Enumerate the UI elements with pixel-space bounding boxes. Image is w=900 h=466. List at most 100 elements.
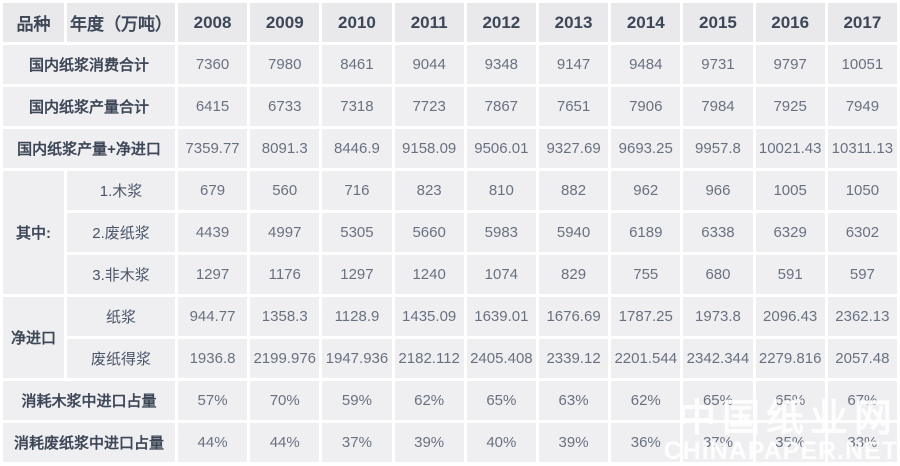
data-cell: 5305 xyxy=(322,213,392,252)
data-cell: 2342.344 xyxy=(683,339,753,378)
data-cell: 591 xyxy=(755,255,825,294)
data-cell: 1297 xyxy=(322,255,392,294)
header-year: 2013 xyxy=(538,3,609,42)
data-cell: 1787.25 xyxy=(611,297,681,336)
data-cell: 6302 xyxy=(827,213,897,252)
data-cell: 9957.8 xyxy=(683,129,753,168)
data-cell: 1358.3 xyxy=(250,297,320,336)
data-cell: 1435.09 xyxy=(394,297,464,336)
group-label: 其中: xyxy=(3,171,65,294)
data-cell: 62% xyxy=(611,381,681,420)
data-cell: 4439 xyxy=(177,213,248,252)
data-cell: 810 xyxy=(466,171,536,210)
data-cell: 755 xyxy=(611,255,681,294)
table-row: 国内纸浆消费合计 7360 7980 8461 9044 9348 9147 9484 9731… xyxy=(3,45,897,84)
data-cell: 65% xyxy=(755,381,825,420)
data-cell: 9327.69 xyxy=(538,129,609,168)
header-year: 2016 xyxy=(755,3,825,42)
data-cell: 1240 xyxy=(394,255,464,294)
header-year: 2014 xyxy=(611,3,681,42)
data-cell: 7318 xyxy=(322,87,392,126)
data-cell: 67% xyxy=(827,381,897,420)
data-cell: 9693.25 xyxy=(611,129,681,168)
data-cell: 7949 xyxy=(827,87,897,126)
sub-row-label: 2.废纸浆 xyxy=(67,213,175,252)
row-label: 国内纸浆产量+净进口 xyxy=(3,129,175,168)
data-cell: 7925 xyxy=(755,87,825,126)
data-cell: 6338 xyxy=(683,213,753,252)
data-cell: 962 xyxy=(611,171,681,210)
data-cell: 6415 xyxy=(177,87,248,126)
data-cell: 8461 xyxy=(322,45,392,84)
data-cell: 7867 xyxy=(466,87,536,126)
data-cell: 9348 xyxy=(466,45,536,84)
data-cell: 2182.112 xyxy=(394,339,464,378)
data-cell: 1297 xyxy=(177,255,248,294)
row-label: 国内纸浆产量合计 xyxy=(3,87,175,126)
data-cell: 9147 xyxy=(538,45,609,84)
header-year: 2008 xyxy=(177,3,248,42)
header-year: 2009 xyxy=(250,3,320,42)
data-cell: 6329 xyxy=(755,213,825,252)
data-cell: 10021.43 xyxy=(755,129,825,168)
data-cell: 8091.3 xyxy=(250,129,320,168)
table-row: 消耗废纸浆中进口占量 44% 44% 37% 39% 40% 39% 36% 37% 35% 33% xyxy=(3,423,897,462)
data-cell: 1176 xyxy=(250,255,320,294)
data-cell: 1074 xyxy=(466,255,536,294)
data-cell: 2279.816 xyxy=(755,339,825,378)
data-cell: 37% xyxy=(683,423,753,462)
data-cell: 70% xyxy=(250,381,320,420)
table-row: 3.非木浆 1297 1176 1297 1240 1074 829 755 680 591 597 xyxy=(3,255,897,294)
data-cell: 39% xyxy=(538,423,609,462)
data-cell: 57% xyxy=(177,381,248,420)
data-cell: 4997 xyxy=(250,213,320,252)
data-cell: 6189 xyxy=(611,213,681,252)
data-cell: 2096.43 xyxy=(755,297,825,336)
sub-row-label: 纸浆 xyxy=(67,297,175,336)
data-cell: 7359.77 xyxy=(177,129,248,168)
row-label: 国内纸浆消费合计 xyxy=(3,45,175,84)
table-row: 消耗木浆中进口占量 57% 70% 59% 62% 65% 63% 62% 65% 65% 67% xyxy=(3,381,897,420)
data-cell: 2057.48 xyxy=(827,339,897,378)
data-cell: 1639.01 xyxy=(466,297,536,336)
table-row: 其中: 1.木浆 679 560 716 823 810 882 962 966 1005 1050 xyxy=(3,171,897,294)
header-year: 2015 xyxy=(683,3,753,42)
data-cell: 7980 xyxy=(250,45,320,84)
data-cell: 9797 xyxy=(755,45,825,84)
row-label: 消耗废纸浆中进口占量 xyxy=(3,423,175,462)
data-cell: 37% xyxy=(322,423,392,462)
data-cell: 7651 xyxy=(538,87,609,126)
header-year: 2017 xyxy=(827,3,897,42)
data-cell: 1005 xyxy=(755,171,825,210)
data-cell: 1947.936 xyxy=(322,339,392,378)
data-cell: 882 xyxy=(538,171,609,210)
data-cell: 9731 xyxy=(683,45,753,84)
data-cell: 6733 xyxy=(250,87,320,126)
sub-row-label: 1.木浆 xyxy=(67,171,175,210)
data-cell: 597 xyxy=(827,255,897,294)
data-cell: 2201.544 xyxy=(611,339,681,378)
table-row: 国内纸浆产量+净进口 7359.77 8091.3 8446.9 9158.09 9506… xyxy=(3,129,897,168)
data-cell: 7360 xyxy=(177,45,248,84)
data-cell: 65% xyxy=(683,381,753,420)
data-cell: 10051 xyxy=(827,45,897,84)
data-cell: 44% xyxy=(250,423,320,462)
sub-row-label: 3.非木浆 xyxy=(67,255,175,294)
group-label: 净进口 xyxy=(3,297,65,378)
data-cell: 5983 xyxy=(466,213,536,252)
data-cell: 63% xyxy=(538,381,609,420)
data-cell: 35% xyxy=(755,423,825,462)
table-row: 净进口 纸浆 944.77 1358.3 1128.9 1435.09 1639.01 167… xyxy=(3,297,897,378)
data-cell: 44% xyxy=(177,423,248,462)
data-cell: 2362.13 xyxy=(827,297,897,336)
table-row: 2.废纸浆 4439 4997 5305 5660 5983 5940 6189 6338 632… xyxy=(3,213,897,252)
table-row: 国内纸浆产量合计 6415 6733 7318 7723 7867 7651 7906 7984… xyxy=(3,87,897,126)
data-cell: 62% xyxy=(394,381,464,420)
data-cell: 10311.13 xyxy=(827,129,897,168)
data-cell: 39% xyxy=(394,423,464,462)
data-cell: 9484 xyxy=(611,45,681,84)
data-cell: 9158.09 xyxy=(394,129,464,168)
data-cell: 560 xyxy=(250,171,320,210)
header-row: 品种 年度（万吨） 2008 2009 2010 2011 2012 2013 2014 20… xyxy=(3,3,897,42)
